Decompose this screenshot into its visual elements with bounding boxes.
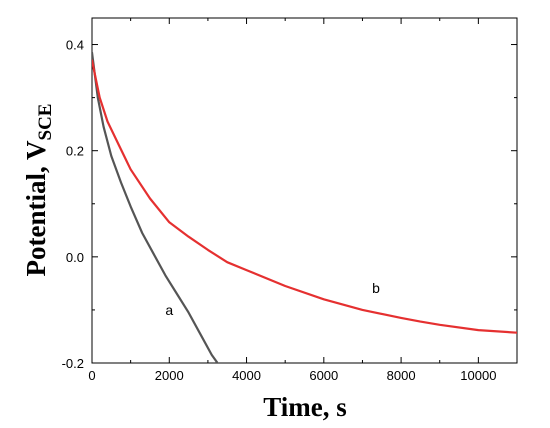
curve-label-b: b [372,280,380,296]
y-axis-title-subscript: SCE [35,104,56,141]
x-tick-label: 4000 [232,368,261,383]
series-line-a [92,51,219,363]
plot-area-frame [91,17,518,364]
y-tick-label: 0.0 [66,250,84,265]
x-tick-label: 8000 [387,368,416,383]
x-tick-label: 6000 [309,368,338,383]
curve-annotations: ab [165,280,380,318]
x-tick-label: 0 [88,368,95,383]
y-tick-label: -0.2 [62,356,84,371]
x-axis-ticks: 0 2000 4000 6000 8000 10000 [88,18,496,383]
series-line-b [92,59,517,334]
y-tick-label: 0.2 [66,144,84,159]
x-tick-label: 10000 [460,368,496,383]
curve-label-a: a [165,302,173,318]
curves-group [92,51,517,363]
y-tick-label: 0.4 [66,38,84,53]
y-axis-title-main: Potential, V [21,140,51,276]
y-axis-ticks: -0.2 0.0 0.2 0.4 [62,38,517,371]
x-tick-label: 2000 [155,368,184,383]
x-axis-title: Time, s [263,392,347,422]
y-axis-title: Potential, VSCE [21,104,56,277]
